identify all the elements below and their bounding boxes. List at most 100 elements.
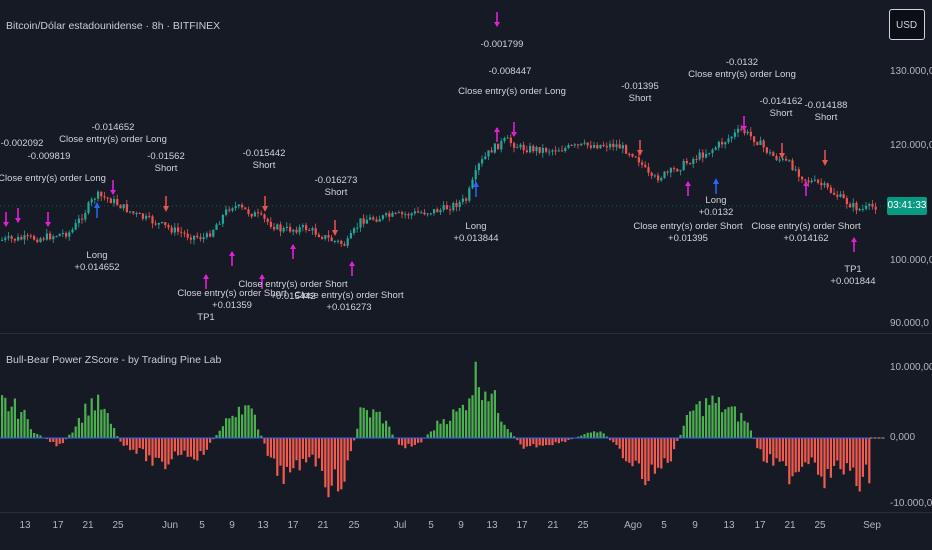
candle-body xyxy=(183,232,186,234)
histogram-bar xyxy=(535,438,538,448)
time-axis-label: 5 xyxy=(661,520,667,531)
candle-body xyxy=(833,192,836,195)
trade-annotation: -0.015442 Short xyxy=(242,148,286,171)
candle-body xyxy=(599,144,602,149)
histogram-bar xyxy=(445,424,448,438)
candle-body xyxy=(858,208,861,211)
candle-body xyxy=(65,232,68,237)
histogram-bar xyxy=(557,438,560,444)
time-axis-label: 21 xyxy=(784,520,796,531)
indicator-title[interactable]: Bull-Bear Power ZScore - by Trading Pine… xyxy=(6,354,222,366)
histogram-bar xyxy=(801,438,804,467)
candle-body xyxy=(717,141,720,148)
candle-body xyxy=(785,158,788,161)
candle-body xyxy=(468,188,471,201)
signal-arrow-head xyxy=(349,261,355,266)
candle-body xyxy=(426,213,429,215)
candle-body xyxy=(794,169,797,171)
trade-annotation: TP1 xyxy=(197,312,215,323)
pane-divider[interactable] xyxy=(0,333,932,334)
candle-body xyxy=(295,229,298,233)
histogram-bar xyxy=(644,438,647,486)
candle-body xyxy=(589,145,592,148)
candle-body xyxy=(68,232,71,237)
histogram-bar xyxy=(721,412,724,438)
histogram-bar xyxy=(586,432,589,438)
candle-body xyxy=(282,228,285,232)
time-axis-label: 9 xyxy=(692,520,698,531)
histogram-bar xyxy=(855,438,858,487)
candle-body xyxy=(308,229,311,231)
time-axis-label: 25 xyxy=(814,520,826,531)
candle-body xyxy=(823,183,826,186)
histogram-bar xyxy=(621,438,624,459)
histogram-bar xyxy=(836,438,839,461)
histogram-bar xyxy=(205,438,208,450)
candle-body xyxy=(561,150,564,152)
histogram-bar xyxy=(362,407,365,438)
candle-body xyxy=(375,219,378,222)
candle-body xyxy=(356,227,359,229)
histogram-bar xyxy=(711,395,714,438)
candle-body xyxy=(167,225,170,228)
trade-annotation: Close entry(s) order Short +0.01395 xyxy=(633,221,743,244)
candle-body xyxy=(199,237,202,240)
histogram-bar xyxy=(743,420,746,438)
histogram-bar xyxy=(132,438,135,450)
histogram-bar xyxy=(138,438,141,448)
histogram-bar xyxy=(762,438,765,462)
candle-body xyxy=(231,208,234,211)
time-axis-label: 5 xyxy=(428,520,434,531)
candle-body xyxy=(861,208,864,210)
histogram-bar xyxy=(391,434,394,438)
histogram-bar xyxy=(148,438,151,456)
candle-body xyxy=(311,228,314,231)
candle-body xyxy=(826,183,829,188)
currency-button[interactable]: USD xyxy=(889,9,925,40)
candle-body xyxy=(221,214,224,224)
candle-body xyxy=(49,233,52,240)
histogram-bar xyxy=(410,438,413,447)
histogram-bar xyxy=(353,438,356,441)
candle-body xyxy=(189,237,192,240)
candle-body xyxy=(301,225,304,228)
time-axis-label: 17 xyxy=(287,520,299,531)
histogram-bar xyxy=(487,401,490,438)
candle-body xyxy=(10,236,13,239)
histogram-bar xyxy=(865,438,868,465)
candle-body xyxy=(346,238,349,246)
histogram-bar xyxy=(74,426,77,438)
histogram-bar xyxy=(324,438,327,488)
trade-annotation: Long +0.0132 xyxy=(698,195,734,218)
candle-body xyxy=(378,219,381,222)
candle-body xyxy=(551,150,554,152)
time-axis-label: Jul xyxy=(393,520,407,531)
histogram-bar xyxy=(292,438,295,469)
candle-body xyxy=(705,153,708,158)
candle-body xyxy=(276,224,279,230)
histogram-bar xyxy=(717,397,720,438)
candle-body xyxy=(125,204,128,213)
candle-body xyxy=(461,198,464,202)
trade-annotation: -0.016273 Short xyxy=(314,175,358,198)
candle-body xyxy=(532,146,535,152)
histogram-bar xyxy=(10,406,13,438)
histogram-bar xyxy=(538,438,541,446)
trade-annotation: Close entry(s) order Short +0.014162 xyxy=(751,221,861,244)
candle-body xyxy=(791,160,794,171)
histogram-bar xyxy=(861,438,864,477)
candle-body xyxy=(743,129,746,134)
candle-body xyxy=(365,219,368,224)
histogram-bar xyxy=(490,393,493,438)
candle-body xyxy=(733,132,736,137)
candle-body xyxy=(148,215,151,217)
histogram-bar xyxy=(215,435,218,438)
histogram-bar xyxy=(673,438,676,450)
histogram-bar xyxy=(564,438,567,443)
histogram-bar xyxy=(759,438,762,450)
candle-body xyxy=(164,222,167,226)
histogram-bar xyxy=(477,387,480,438)
candle-body xyxy=(122,204,125,209)
candle-body xyxy=(692,158,695,164)
